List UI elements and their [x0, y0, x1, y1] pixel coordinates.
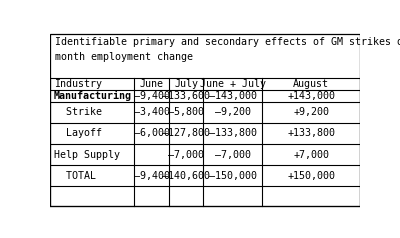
Text: +133,800: +133,800	[287, 129, 335, 139]
Text: —3,400: —3,400	[134, 107, 170, 117]
Text: June + July: June + July	[200, 79, 266, 89]
Text: TOTAL: TOTAL	[54, 171, 96, 181]
Text: Help Supply: Help Supply	[54, 149, 120, 159]
Text: August: August	[293, 79, 329, 89]
Text: +143,000: +143,000	[287, 91, 335, 101]
Text: —127,800: —127,800	[162, 129, 210, 139]
Text: —7,000: —7,000	[215, 149, 251, 159]
Text: —133,800: —133,800	[209, 129, 257, 139]
Text: +150,000: +150,000	[287, 171, 335, 181]
Text: Industry: Industry	[54, 79, 102, 89]
Text: +9,200: +9,200	[293, 107, 329, 117]
Text: Manufacturing: Manufacturing	[54, 91, 132, 101]
Text: Layoff: Layoff	[54, 129, 102, 139]
Text: month employment change: month employment change	[55, 52, 193, 62]
Text: —6,000: —6,000	[134, 129, 170, 139]
Text: —9,200: —9,200	[215, 107, 251, 117]
Text: —9,400: —9,400	[134, 171, 170, 181]
Text: +7,000: +7,000	[293, 149, 329, 159]
Text: —7,000: —7,000	[168, 149, 204, 159]
Text: —150,000: —150,000	[209, 171, 257, 181]
Text: Strike: Strike	[54, 107, 102, 117]
Text: July: July	[174, 79, 198, 89]
Text: —143,000: —143,000	[209, 91, 257, 101]
Text: June: June	[140, 79, 164, 89]
Text: —140,600: —140,600	[162, 171, 210, 181]
Text: —133,600: —133,600	[162, 91, 210, 101]
Text: —5,800: —5,800	[168, 107, 204, 117]
Text: Identifiable primary and secondary effects of GM strikes on the over-the-: Identifiable primary and secondary effec…	[55, 37, 400, 47]
Text: —9,400: —9,400	[134, 91, 170, 101]
